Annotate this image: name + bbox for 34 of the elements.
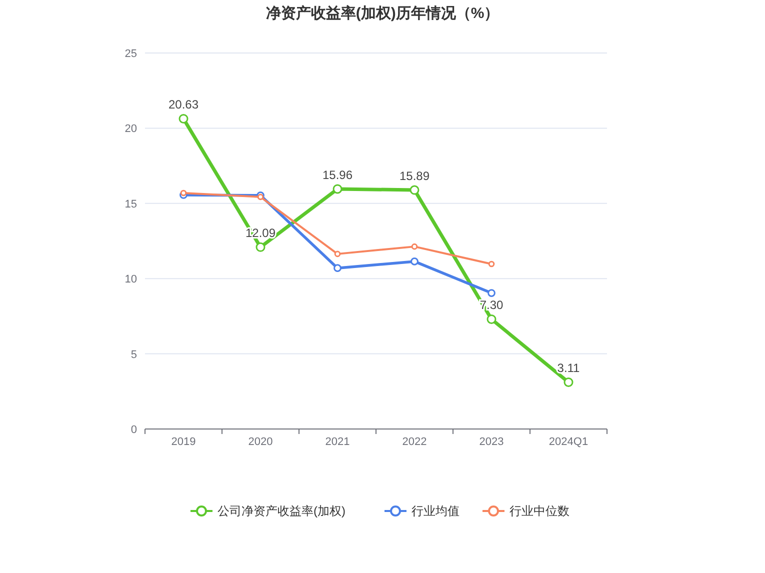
x-tick-label: 2022 xyxy=(402,436,427,448)
legend-label: 行业中位数 xyxy=(510,504,570,518)
point xyxy=(180,190,187,196)
point xyxy=(486,314,496,324)
legend-label: 行业均值 xyxy=(412,504,460,518)
point xyxy=(411,243,418,250)
point xyxy=(332,184,342,194)
data-label: 15.96 xyxy=(322,168,353,182)
y-tick-label: 0 xyxy=(130,424,137,436)
chart-title: 净资产收益率(加权)历年情况（%） xyxy=(266,4,500,22)
point xyxy=(564,377,574,387)
point xyxy=(334,250,341,258)
x-tick-label: 2019 xyxy=(171,436,196,448)
x-tick-label: 2023 xyxy=(479,436,504,448)
point xyxy=(488,260,495,268)
y-tick-label: 5 xyxy=(130,348,137,361)
data-label: 3.11 xyxy=(557,361,580,376)
point xyxy=(178,114,188,124)
y-tick-label: 20 xyxy=(124,123,137,136)
point xyxy=(410,258,418,266)
x-tick-label: 2024Q1 xyxy=(548,436,588,448)
point xyxy=(488,289,496,297)
point xyxy=(256,242,266,252)
data-label: 20.63 xyxy=(168,98,199,112)
data-label: 15.89 xyxy=(399,169,430,184)
legend-label: 公司净资产收益率(加权) xyxy=(218,504,346,518)
y-tick-label: 10 xyxy=(124,274,137,286)
x-tick-label: 2020 xyxy=(248,436,273,448)
x-tick-label: 2021 xyxy=(325,436,350,448)
point xyxy=(257,194,264,200)
point xyxy=(410,185,420,195)
y-tick-label: 25 xyxy=(124,48,137,60)
point xyxy=(334,264,342,272)
y-tick-label: 15 xyxy=(124,198,137,210)
